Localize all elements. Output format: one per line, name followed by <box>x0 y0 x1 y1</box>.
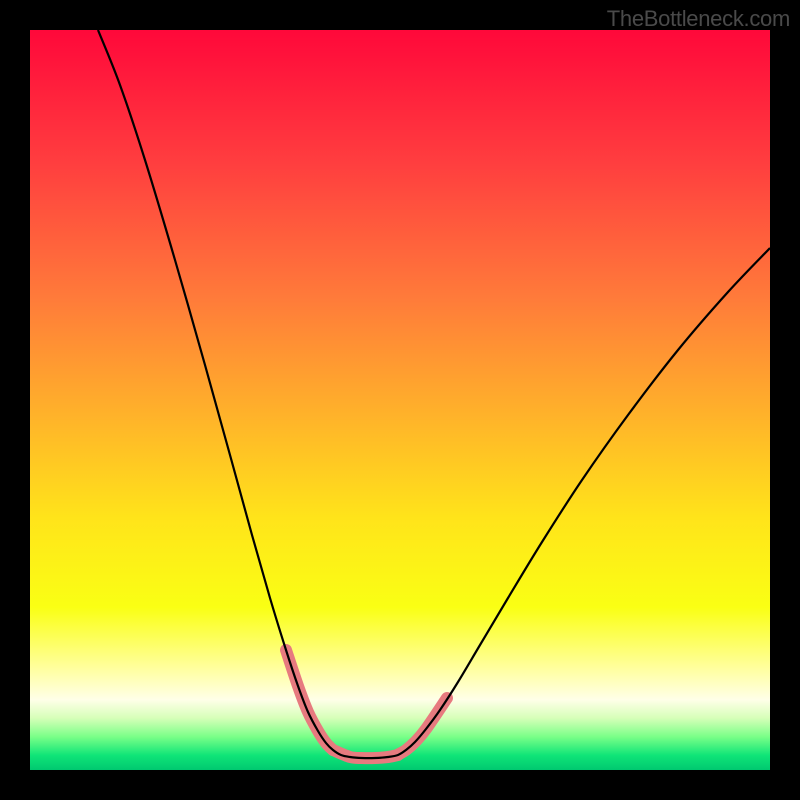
watermark-text: TheBottleneck.com <box>607 6 790 32</box>
gradient-background <box>30 30 770 770</box>
plot-area <box>30 30 770 770</box>
chart-svg <box>30 30 770 770</box>
